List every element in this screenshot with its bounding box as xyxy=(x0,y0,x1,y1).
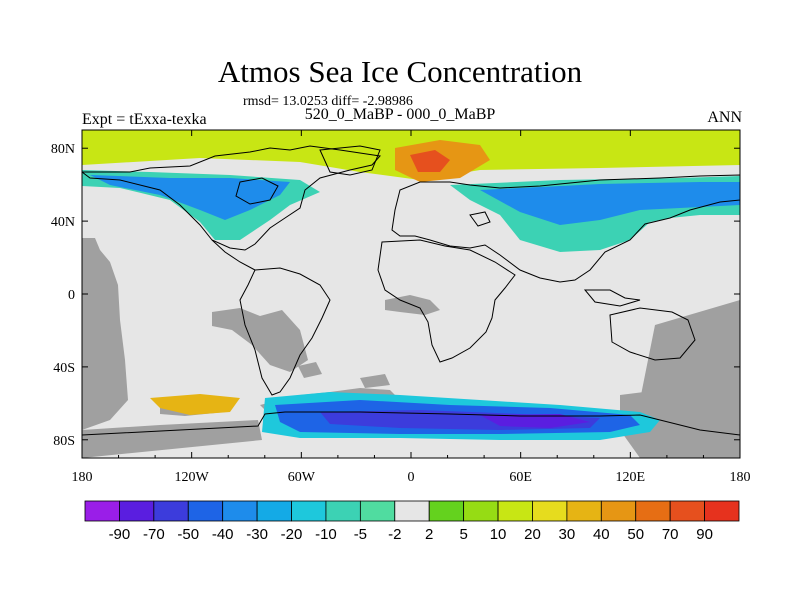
field-south-pacific-orange xyxy=(150,394,240,415)
colorbar-swatch xyxy=(119,500,155,522)
field-arctic-hotspot xyxy=(410,150,450,172)
field-weddell-purple xyxy=(480,414,590,428)
colorbar-label: -20 xyxy=(281,526,303,543)
outline-antarctica xyxy=(82,411,740,436)
y-tick-label: 0 xyxy=(68,288,75,303)
y-tick-label: 40N xyxy=(51,215,75,230)
colorbar-swatch xyxy=(463,500,499,522)
x-tick-label: 180 xyxy=(72,470,93,485)
colorbar-label: -2 xyxy=(388,526,401,543)
outline-africa xyxy=(377,239,516,363)
x-tick-label: 60W xyxy=(288,470,316,485)
colorbar-swatch xyxy=(704,500,740,522)
grey-east-antarctic xyxy=(620,390,740,458)
colorbar-swatch xyxy=(256,500,292,522)
outline-australia xyxy=(609,307,696,361)
colorbar-swatch xyxy=(394,500,430,522)
axis-ticks: 180 120W 60W 0 60E 120E 180 80N 40N 0 40S 80S xyxy=(51,130,751,485)
field-pacific-blue xyxy=(480,182,740,225)
colorbar-swatch xyxy=(497,500,533,522)
grey-south-atlantic xyxy=(360,374,390,388)
colorbar-label: 5 xyxy=(459,526,467,543)
colorbar-swatch xyxy=(532,500,568,522)
colorbar-swatch xyxy=(669,500,705,522)
grey-patch xyxy=(298,362,322,378)
x-tick-label: 180 xyxy=(730,470,751,485)
colorbar-label: 2 xyxy=(425,526,433,543)
period-comparison: 520_0_MaBP - 000_0_MaBP xyxy=(304,106,496,123)
colorbar-label: 10 xyxy=(490,526,507,543)
outline-hudson xyxy=(235,177,279,205)
colorbar-swatch xyxy=(291,500,327,522)
x-tick-label: 120W xyxy=(175,470,210,485)
field-atlantic-blue xyxy=(90,175,290,220)
x-tick-label: 0 xyxy=(408,470,415,485)
colorbar-label: 20 xyxy=(524,526,541,543)
grey-southern-band xyxy=(82,420,262,458)
colorbar-swatch xyxy=(359,500,396,522)
colorbar-label: 90 xyxy=(696,526,713,543)
colorbar-label: 50 xyxy=(627,526,644,543)
outline-south-america xyxy=(239,267,331,396)
y-tick-label: 40S xyxy=(53,361,75,376)
outline-caspian xyxy=(469,211,491,227)
colorbar-swatch xyxy=(635,500,671,522)
colorbar-swatch xyxy=(325,500,361,522)
grey-andes xyxy=(212,308,308,372)
outline-north-america xyxy=(82,145,381,251)
continent-outlines xyxy=(82,145,740,436)
outline-eurasia xyxy=(391,174,740,283)
outline-maritime-islands xyxy=(583,289,641,307)
colorbar-swatch xyxy=(428,500,465,522)
colorbar-swatch xyxy=(84,500,120,522)
colorbar-label: -50 xyxy=(177,526,199,543)
ice-change-fields xyxy=(82,130,740,440)
experiment-label: Expt = tExxa-texka xyxy=(82,111,207,128)
grey-west-coast xyxy=(82,238,128,430)
outline-greenland xyxy=(319,145,381,176)
colorbar-label: 40 xyxy=(593,526,610,543)
colorbar-swatch xyxy=(153,500,189,522)
colorbar-label: -40 xyxy=(212,526,234,543)
x-tick-label: 60E xyxy=(509,470,532,485)
colorbar: -90 -70 -50 -40 -30 -20 -10 -5 -2 2 5 10 20 30 40 50 70 9… xyxy=(84,500,740,543)
colorbar-label: -5 xyxy=(354,526,367,543)
chart-title: Atmos Sea Ice Concentration xyxy=(217,54,583,89)
outline-central-america xyxy=(211,239,256,271)
colorbar-label: -10 xyxy=(315,526,337,543)
rmsd-diff-stats: rmsd= 13.0253 diff= -2.98986 xyxy=(243,94,413,109)
colorbar-label: -90 xyxy=(109,526,131,543)
colorbar-swatch xyxy=(600,500,637,522)
colorbar-swatch xyxy=(566,500,602,522)
y-tick-label: 80N xyxy=(51,142,75,157)
y-tick-label: 80S xyxy=(53,434,75,449)
map-plot xyxy=(82,130,740,458)
x-tick-label: 120E xyxy=(616,470,646,485)
colorbar-swatch xyxy=(187,500,224,522)
colorbar-swatch xyxy=(222,500,258,522)
season-label: ANN xyxy=(707,109,742,126)
colorbar-label: 70 xyxy=(662,526,679,543)
colorbar-label: -70 xyxy=(143,526,165,543)
colorbar-label: -30 xyxy=(246,526,268,543)
colorbar-label: 30 xyxy=(559,526,576,543)
